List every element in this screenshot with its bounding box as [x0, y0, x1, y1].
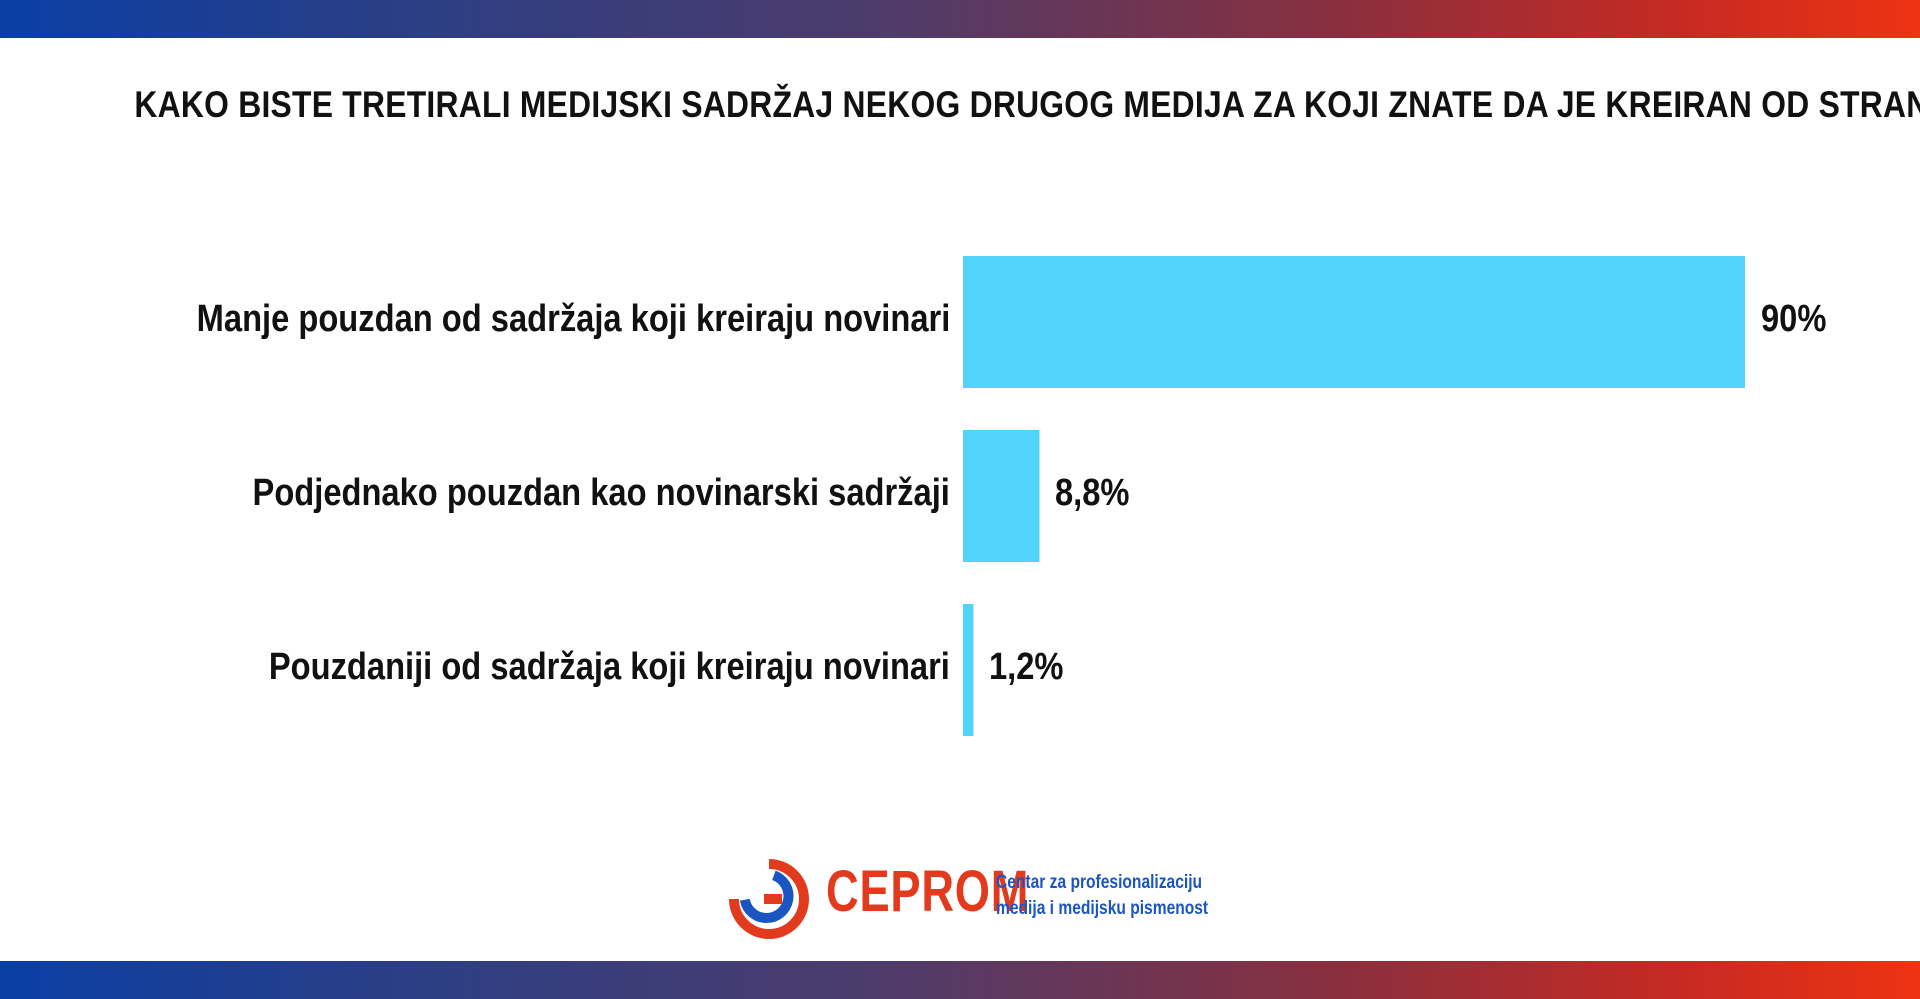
bottom-gradient-band — [0, 961, 1920, 999]
brand-tagline-line1: Centar za profesionalizaciju — [996, 872, 1203, 893]
bar-3 — [963, 604, 974, 736]
bar-2 — [963, 430, 1040, 562]
value-label-2: 8,8% — [1055, 472, 1130, 514]
ceprom-ring-logo-icon — [729, 859, 809, 939]
category-label-2: Podjednako pouzdan kao novinarski sadrža… — [252, 472, 950, 514]
bar-1 — [963, 256, 1745, 388]
value-label-1: 90% — [1761, 298, 1827, 340]
brand-tagline-line2: medija i medijsku pismenost — [996, 898, 1209, 919]
category-label-3: Pouzdaniji od sadržaja koji kreiraju nov… — [268, 646, 950, 688]
brand-name: CEPROM — [826, 859, 1030, 924]
category-label-1: Manje pouzdan od sadržaja koji kreiraju … — [196, 298, 950, 340]
top-gradient-band — [0, 0, 1920, 38]
value-label-3: 1,2% — [989, 646, 1064, 688]
chart-title: KAKO BISTE TRETIRALI MEDIJSKI SADRŽAJ NE… — [134, 84, 1920, 125]
